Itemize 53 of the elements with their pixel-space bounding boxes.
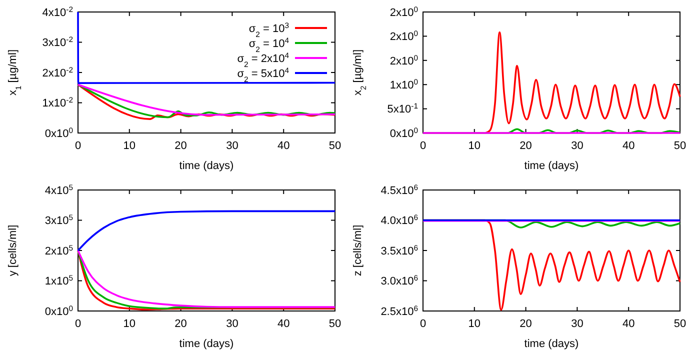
- y-tick-label: 4x10$^{5}$: [44, 182, 73, 197]
- x-tick-label: 20: [174, 140, 187, 152]
- x-tick-label: 10: [123, 318, 136, 330]
- x-tick-label: 30: [226, 140, 238, 152]
- x-axis-title: time (days): [524, 338, 579, 350]
- x-tick-label: 50: [674, 140, 686, 152]
- y-tick-label: 1x10$^{0}$: [390, 76, 418, 92]
- y-axis-title: z [cells/ml]: [352, 224, 364, 276]
- x-tick-label: 0: [74, 140, 82, 152]
- y-tick-label: 2x10$^{0}$: [390, 28, 418, 44]
- y-tick-label: 2.5x10$^{6}$: [380, 303, 418, 318]
- x-tick-label: 40: [622, 140, 635, 152]
- x-tick-label: 0: [420, 318, 426, 330]
- y-tick-label: 4.5x10$^{6}$: [380, 182, 418, 197]
- y-tick-label: 2x10$^{-2}$: [42, 64, 73, 80]
- x-tick-label: 50: [328, 140, 342, 152]
- y-tick-label: 4.0x10$^{6}$: [380, 212, 418, 228]
- x-tick-label: 0: [420, 140, 426, 152]
- x-tick-label: 30: [226, 318, 238, 330]
- x-tick-label: 10: [468, 140, 481, 152]
- x-tick-label: 40: [277, 318, 290, 330]
- y-tick-label: 0x10$^{0}$: [44, 303, 73, 318]
- x-tick-label: 10: [123, 140, 136, 152]
- y-tick-label: 2x10$^{5}$: [44, 242, 73, 258]
- y-axis-title: y [cells/ml]: [7, 224, 19, 276]
- y-tick-label: 1x10$^{-2}$: [42, 95, 73, 110]
- legend-label: σ$_{2}$ = 10$^{3}$: [248, 20, 289, 38]
- x-tick-label: 40: [277, 140, 290, 152]
- x-axis-title: time (days): [179, 338, 234, 350]
- y-tick-label: 3x10$^{-2}$: [42, 34, 73, 50]
- y-tick-label: 3.5x10$^{6}$: [380, 242, 418, 258]
- x-tick-label: 40: [622, 318, 635, 330]
- x-tick-label: 30: [571, 140, 584, 152]
- x-tick-label: 50: [674, 318, 686, 330]
- y-tick-label: 2x10$^{0}$: [390, 52, 418, 68]
- y-tick-label: 0x10$^{0}$: [44, 125, 73, 140]
- x-tick-label: 50: [328, 318, 342, 330]
- y-tick-label: 4x10$^{-2}$: [42, 4, 73, 19]
- y-tick-label: 3.0x10$^{6}$: [380, 273, 418, 288]
- x-tick-label: 20: [520, 140, 532, 152]
- line-series: [77, 210, 336, 252]
- x-tick-label: 20: [520, 318, 532, 330]
- y-tick-label: 5x10$^{-1}$: [387, 101, 418, 116]
- y-tick-label: 3x10$^{5}$: [44, 212, 73, 228]
- x-axis-title: time (days): [524, 160, 579, 172]
- x-axis-title: time (days): [179, 160, 234, 172]
- y-tick-label: 1x10$^{5}$: [44, 273, 73, 288]
- x-tick-label: 0: [74, 318, 82, 330]
- x-tick-label: 20: [174, 318, 187, 330]
- x-tick-label: 10: [468, 318, 481, 330]
- y-tick-label: 0x10$^{0}$: [390, 125, 418, 140]
- x-tick-label: 30: [571, 318, 584, 330]
- y-tick-label: 2x10$^{0}$: [390, 4, 418, 19]
